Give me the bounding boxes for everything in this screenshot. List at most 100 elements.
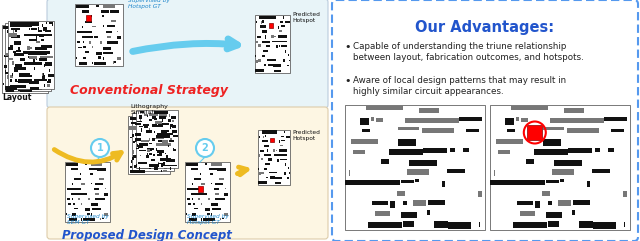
Bar (128, 116, 170, 174)
Bar (134, 165, 136, 168)
Bar (22, 26, 25, 28)
Bar (278, 35, 287, 38)
Bar (403, 201, 407, 205)
Bar (40, 39, 44, 41)
Bar (48, 74, 54, 77)
Bar (30, 87, 38, 90)
Bar (215, 193, 219, 195)
Bar (12, 61, 14, 65)
Bar (130, 166, 132, 168)
Bar (77, 31, 92, 33)
Bar (148, 146, 155, 148)
Bar (191, 193, 202, 194)
Bar (264, 154, 271, 156)
Bar (10, 83, 13, 86)
Bar (623, 191, 627, 197)
Bar (38, 35, 44, 37)
Bar (149, 114, 152, 116)
Bar (547, 212, 563, 218)
Bar (189, 218, 196, 221)
Bar (260, 25, 266, 28)
Bar (158, 163, 163, 164)
Bar (152, 124, 157, 127)
Bar (209, 168, 217, 170)
Text: Our Advantages:: Our Advantages: (415, 20, 555, 35)
Bar (285, 136, 290, 138)
Bar (44, 27, 47, 31)
Bar (23, 51, 50, 54)
Bar (15, 50, 21, 52)
Bar (92, 61, 93, 64)
Bar (17, 81, 20, 82)
Bar (138, 161, 148, 163)
Bar (78, 47, 81, 48)
Bar (288, 54, 289, 56)
Bar (161, 164, 163, 167)
Bar (147, 131, 154, 134)
Bar (161, 121, 163, 125)
Bar (172, 125, 176, 127)
Bar (103, 47, 111, 50)
Bar (259, 60, 262, 62)
Bar (172, 130, 177, 133)
Bar (20, 75, 32, 77)
Bar (42, 73, 43, 76)
Bar (173, 149, 175, 151)
Bar (84, 51, 89, 53)
Bar (132, 150, 134, 154)
Bar (268, 158, 272, 161)
Bar (262, 55, 265, 57)
Bar (255, 69, 264, 72)
Bar (284, 172, 285, 175)
Bar (19, 79, 32, 83)
Bar (166, 155, 168, 158)
Bar (84, 208, 90, 211)
Bar (143, 124, 149, 126)
Bar (149, 143, 152, 144)
Bar (161, 130, 166, 134)
Bar (68, 203, 71, 205)
Bar (90, 168, 97, 170)
Bar (162, 151, 168, 154)
Bar (159, 153, 162, 156)
Bar (76, 5, 90, 8)
Bar (169, 114, 170, 117)
Bar (401, 180, 414, 183)
Bar (186, 213, 187, 215)
Bar (139, 167, 140, 170)
Bar (191, 168, 198, 170)
Bar (345, 105, 485, 230)
Bar (36, 43, 42, 45)
Bar (93, 36, 99, 38)
Bar (285, 163, 286, 166)
Bar (83, 46, 86, 48)
Bar (69, 218, 77, 221)
Bar (147, 115, 148, 117)
Bar (38, 30, 42, 32)
Bar (88, 198, 90, 200)
Bar (264, 168, 267, 170)
Bar (397, 191, 404, 196)
Bar (82, 10, 89, 13)
Bar (13, 30, 14, 33)
Bar (140, 111, 144, 113)
Bar (265, 135, 266, 137)
Bar (72, 213, 76, 216)
Text: Supervised by
Hotspot GT: Supervised by Hotspot GT (187, 214, 229, 225)
Bar (193, 203, 195, 205)
Bar (100, 218, 101, 220)
Bar (11, 44, 18, 46)
Bar (188, 198, 190, 200)
Bar (8, 47, 13, 50)
Bar (371, 117, 374, 121)
Bar (7, 30, 8, 33)
Bar (72, 198, 73, 200)
Bar (82, 36, 93, 38)
Bar (92, 208, 101, 210)
Bar (83, 193, 87, 195)
Bar (142, 141, 166, 144)
Bar (154, 118, 157, 120)
Bar (192, 183, 193, 185)
FancyArrowPatch shape (237, 167, 247, 175)
Bar (212, 208, 221, 210)
